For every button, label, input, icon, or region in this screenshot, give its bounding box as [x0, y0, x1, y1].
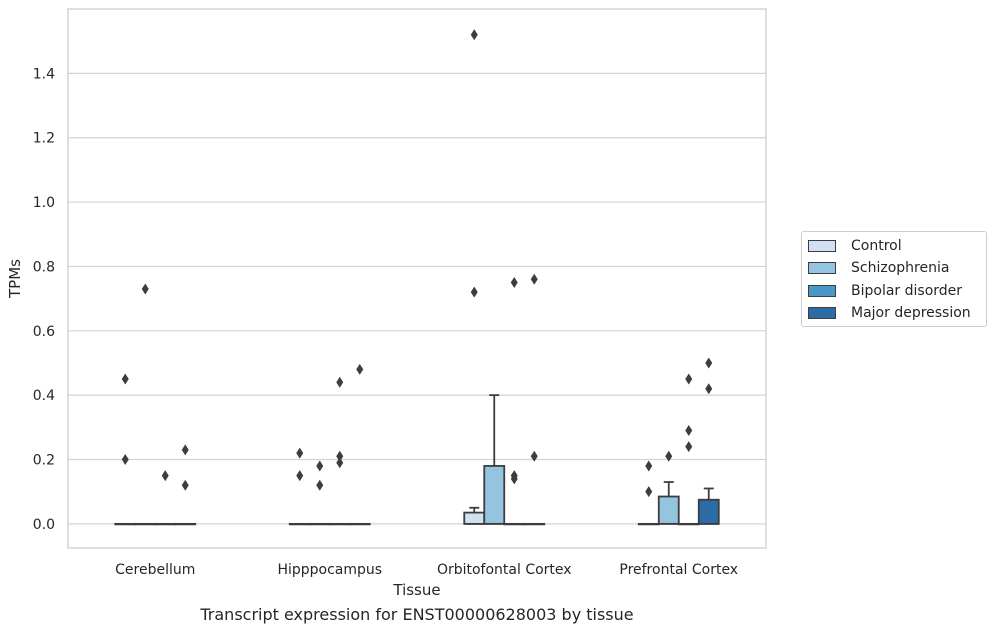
- outlier-point: [181, 444, 189, 456]
- box: [697, 487, 720, 525]
- box: [348, 522, 371, 526]
- outlier-point: [470, 286, 478, 298]
- chart-caption: Transcript expression for ENST0000062800…: [200, 605, 634, 624]
- legend-label-bipolar-disorder: Bipolar disorder: [851, 283, 963, 299]
- y-tick-label: 0.2: [33, 453, 55, 469]
- box: [657, 481, 680, 525]
- y-tick-label: 1.4: [33, 66, 55, 82]
- outlier-point: [121, 454, 129, 466]
- outlier-point: [645, 486, 653, 498]
- outlier-point: [685, 441, 693, 453]
- legend-swatch-bipolar-disorder: [808, 285, 836, 297]
- outlier-point: [510, 277, 518, 289]
- box: [114, 522, 137, 526]
- legend-swatch-control: [808, 240, 836, 252]
- outlier-point: [181, 479, 189, 491]
- outlier-point: [665, 450, 673, 462]
- box-body: [483, 465, 506, 525]
- y-tick-label: 1.2: [33, 131, 55, 147]
- outlier-point: [161, 470, 169, 482]
- box: [637, 522, 660, 526]
- outlier-point: [336, 376, 344, 388]
- y-tick-labels: 0.0 0.2 0.4 0.6 0.8 1.0 1.2 1.4: [33, 66, 55, 533]
- box: [174, 522, 197, 526]
- outlier-point: [705, 383, 713, 395]
- box: [463, 506, 486, 525]
- box-body: [463, 511, 486, 525]
- x-tick-label: Cerebellum: [115, 562, 195, 578]
- y-axis-label: TPMs: [6, 259, 24, 299]
- legend-swatch-major-depression: [808, 307, 836, 319]
- outliers-layer: [121, 29, 713, 498]
- outlier-point: [141, 283, 149, 295]
- outlier-point: [336, 450, 344, 462]
- legend-label-control: Control: [851, 238, 902, 254]
- box: [134, 522, 157, 526]
- legend-item-major-depression: Major depression: [808, 305, 971, 321]
- legend-label-major-depression: Major depression: [851, 305, 971, 321]
- outlier-point: [296, 470, 304, 482]
- y-tick-label: 0.8: [33, 259, 55, 275]
- outlier-point: [685, 373, 693, 385]
- y-tick-label: 0.4: [33, 388, 55, 404]
- outlier-point: [530, 273, 538, 285]
- legend: Control Schizophrenia Bipolar disorder M…: [801, 231, 987, 327]
- legend-item-bipolar-disorder: Bipolar disorder: [808, 283, 962, 299]
- box: [677, 522, 700, 526]
- x-tick-label: Orbitofontal Cortex: [437, 562, 572, 578]
- outlier-point: [316, 460, 324, 472]
- legend-label-schizophrenia: Schizophrenia: [851, 260, 950, 276]
- gridlines: [68, 72, 766, 525]
- outlier-point: [336, 457, 344, 469]
- box: [288, 522, 311, 526]
- box: [154, 522, 177, 526]
- x-axis-label: Tissue: [392, 581, 440, 599]
- outlier-point: [470, 29, 478, 41]
- x-tick-labels: Cerebellum Hipppocampus Orbitofontal Corte…: [115, 562, 738, 578]
- x-tick-label: Prefrontal Cortex: [619, 562, 738, 578]
- x-tick-label: Hipppocampus: [277, 562, 382, 578]
- outlier-point: [645, 460, 653, 472]
- box: [483, 394, 506, 525]
- outlier-point: [356, 363, 364, 375]
- outlier-point: [530, 450, 538, 462]
- outlier-point: [705, 357, 713, 369]
- plot-frame: [67, 8, 767, 549]
- outlier-point: [121, 373, 129, 385]
- boxes-layer: [114, 394, 720, 526]
- legend-item-control: Control: [808, 238, 902, 254]
- box: [503, 522, 526, 526]
- box-body: [657, 495, 680, 525]
- box: [328, 522, 351, 526]
- outlier-point: [685, 425, 693, 437]
- box-body: [697, 498, 720, 525]
- y-tick-label: 1.0: [33, 195, 55, 211]
- box: [308, 522, 331, 526]
- outlier-point: [296, 447, 304, 459]
- outlier-point: [510, 473, 518, 485]
- y-tick-label: 0.6: [33, 324, 55, 340]
- legend-item-schizophrenia: Schizophrenia: [808, 260, 949, 276]
- y-tick-label: 0.0: [33, 517, 55, 533]
- box: [523, 522, 546, 526]
- legend-swatch-schizophrenia: [808, 262, 836, 274]
- outlier-point: [316, 479, 324, 491]
